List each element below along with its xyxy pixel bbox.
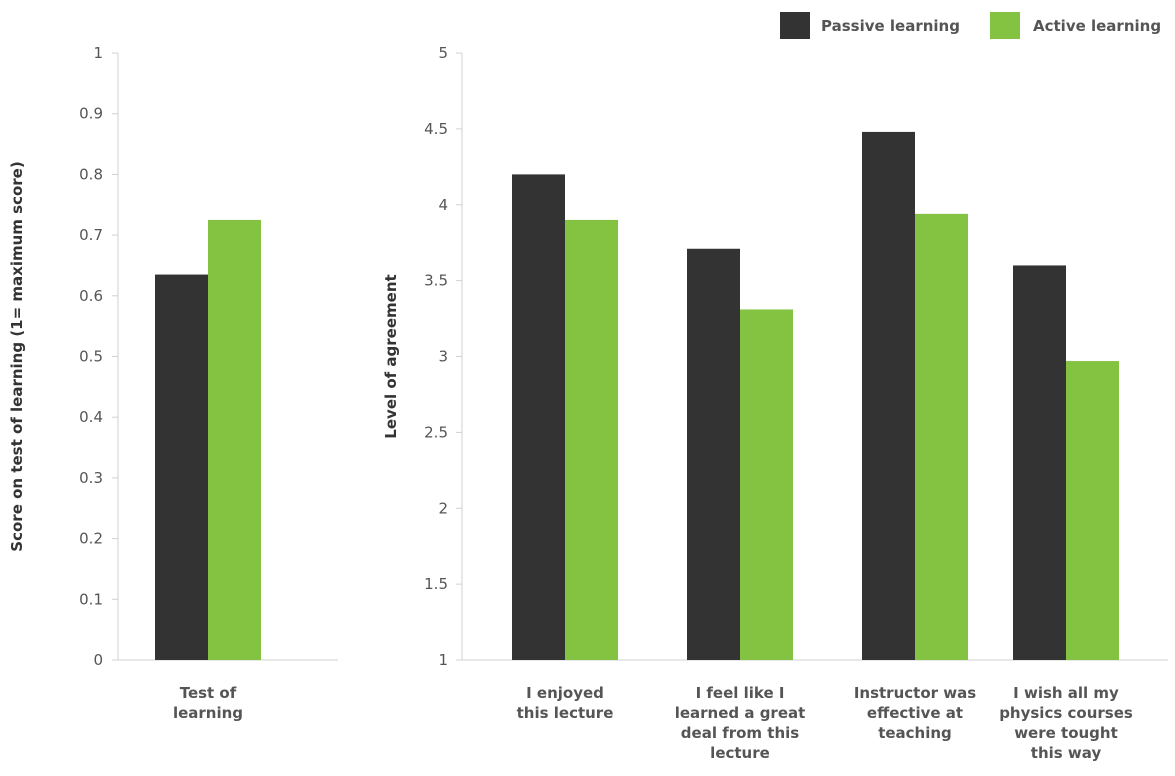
category-label: Test of learning bbox=[173, 684, 243, 722]
bar-active bbox=[1066, 361, 1119, 660]
y-tick-label: 1 bbox=[438, 651, 448, 669]
category-label: Instructor was effective at teaching bbox=[854, 684, 976, 742]
legend-label-active: Active learning bbox=[1033, 17, 1161, 35]
bar-active bbox=[208, 219, 261, 661]
y-tick-label: 0.5 bbox=[79, 348, 103, 366]
y-tick-label: 1 bbox=[93, 44, 103, 62]
bar-active bbox=[565, 219, 618, 661]
y-tick-label: 0.3 bbox=[79, 469, 103, 487]
y-tick-label: 0.4 bbox=[79, 408, 103, 426]
y-axis-title: Score on test of learning (1= maximum sc… bbox=[8, 161, 26, 551]
bar-passive bbox=[862, 131, 915, 660]
y-tick-label: 0.2 bbox=[79, 530, 103, 548]
category-label: I enjoyed this lecture bbox=[517, 684, 614, 722]
y-tick-label: 2.5 bbox=[424, 423, 448, 441]
legend-swatch-passive bbox=[780, 12, 810, 39]
y-tick-label: 0 bbox=[93, 651, 103, 669]
y-tick-label: 0.6 bbox=[79, 287, 103, 305]
chart-level-of-agreement: 1 1.5 2 2.5 3 3.5 4 4.5 5 Level of agreement I enj… bbox=[382, 44, 1168, 762]
legend: Passive learning Active learning bbox=[780, 12, 1161, 39]
y-tick-label: 0.1 bbox=[79, 590, 103, 608]
legend-label-passive: Passive learning bbox=[821, 17, 960, 35]
y-tick-label: 4 bbox=[438, 196, 448, 214]
y-tick-label: 0.8 bbox=[79, 165, 103, 183]
y-tick-label: 1.5 bbox=[424, 575, 448, 593]
bar-passive bbox=[1013, 265, 1066, 660]
y-tick-label: 3 bbox=[438, 348, 448, 366]
y-tick-label: 3.5 bbox=[424, 272, 448, 290]
bar-passive bbox=[512, 174, 565, 660]
y-tick-label: 5 bbox=[438, 44, 448, 62]
y-tick-label: 0.7 bbox=[79, 226, 103, 244]
bar-active bbox=[915, 213, 968, 661]
category-label: I wish all my physics courses were tought t… bbox=[999, 684, 1133, 762]
bar-active bbox=[740, 309, 793, 660]
y-tick-label: 2 bbox=[438, 499, 448, 517]
chart-test-of-learning: 0 0.1 0.2 0.3 0.4 0.5 0.6 0.7 0.8 0.9 1 Score on te… bbox=[8, 44, 338, 722]
bar-passive bbox=[687, 248, 740, 660]
y-tick-label: 0.9 bbox=[79, 105, 103, 123]
bar-passive bbox=[155, 274, 208, 660]
legend-swatch-active bbox=[990, 12, 1020, 39]
y-axis-title: Level of agreement bbox=[382, 274, 400, 438]
y-tick-label: 4.5 bbox=[424, 120, 448, 138]
